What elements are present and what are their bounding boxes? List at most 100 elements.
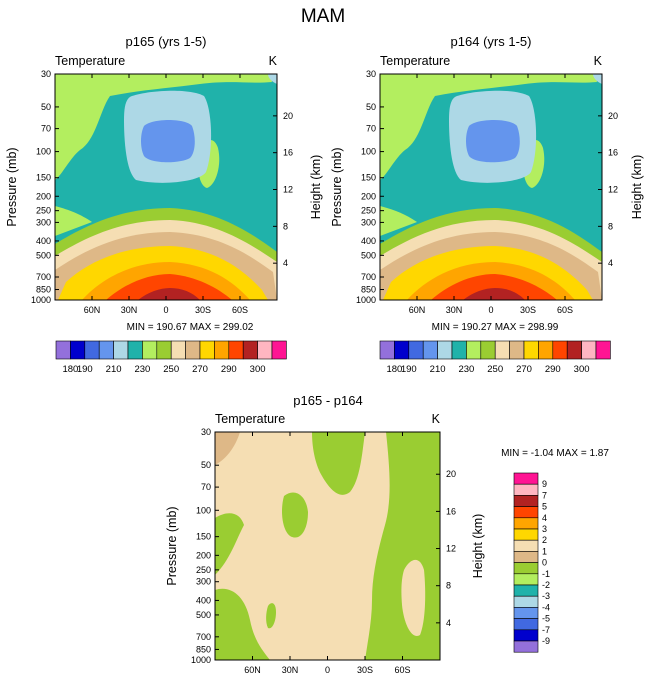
- y2-tick-label: 8: [446, 581, 451, 591]
- variable-label-p164: Temperature: [380, 54, 450, 68]
- legend-swatch: [552, 340, 568, 360]
- y-tick-label: 500: [36, 250, 51, 260]
- legend-swatch: [595, 340, 611, 360]
- y-tick-label: 400: [361, 236, 376, 246]
- y2-tick-label: 20: [608, 111, 618, 121]
- units-label-difference: K: [432, 412, 441, 426]
- y-tick-label: 50: [366, 102, 376, 112]
- x-tick-label: 30N: [282, 665, 299, 675]
- contour-fill-p164: [380, 74, 602, 300]
- y-tick-label: 30: [201, 427, 211, 437]
- legend-swatch: [513, 629, 539, 642]
- y-tick-label: 100: [36, 147, 51, 157]
- legend-swatch: [98, 340, 114, 360]
- legend-swatch: [451, 340, 467, 360]
- x-tick-label: 60N: [84, 305, 101, 315]
- legend-swatch: [156, 340, 172, 360]
- legend-swatch: [513, 562, 539, 575]
- x-tick-label: 0: [325, 665, 330, 675]
- legend-label: 9: [542, 479, 547, 489]
- legend-swatch: [513, 607, 539, 619]
- y-tick-label: 200: [36, 191, 51, 201]
- y2-tick-label: 12: [608, 185, 618, 195]
- legend-swatch: [242, 340, 258, 360]
- panel-title-p165: p165 (yrs 1-5): [126, 34, 207, 49]
- x-tick-label: 60S: [394, 665, 410, 675]
- y2-tick-label: 8: [283, 221, 288, 231]
- legend-label: -4: [542, 602, 550, 612]
- panel-p165: 60N 30N 0 30S 60S305070100150200250300400500…: [5, 34, 323, 375]
- legend-label: 270: [192, 364, 208, 375]
- x-tick-label: 30N: [446, 305, 463, 315]
- x-tick-label: 60N: [244, 665, 261, 675]
- contour-fill-difference: [215, 432, 440, 660]
- y-tick-label: 850: [196, 644, 211, 654]
- y-tick-label: 300: [196, 577, 211, 587]
- legend-label: 300: [250, 364, 266, 375]
- legend-swatch: [513, 495, 539, 507]
- legend-label: 250: [487, 364, 503, 375]
- units-label-p165: K: [269, 54, 278, 68]
- legend-swatch: [494, 340, 510, 360]
- y2-axis-title-p164: Height (km): [630, 155, 644, 220]
- legend-swatch: [185, 340, 201, 360]
- y-tick-label: 30: [366, 69, 376, 79]
- x-tick-label: 30N: [121, 305, 138, 315]
- stats-p164: MIN = 190.27 MAX = 298.99: [432, 322, 559, 333]
- legend-label: 180: [386, 364, 402, 375]
- units-label-p164: K: [594, 54, 603, 68]
- legend-swatch: [127, 340, 143, 360]
- x-tick-label: 60S: [557, 305, 573, 315]
- legend-label: 2: [542, 535, 547, 545]
- x-tick-label: 30S: [520, 305, 536, 315]
- legend-label: 210: [106, 364, 122, 375]
- y-tick-label: 500: [361, 250, 376, 260]
- y-axis-title-difference: Pressure (mb): [165, 506, 179, 585]
- y-tick-label: 200: [196, 550, 211, 560]
- y-tick-label: 300: [361, 217, 376, 227]
- y-tick-label: 850: [36, 285, 51, 295]
- legend-swatch: [70, 340, 86, 360]
- legend-label: 300: [574, 364, 590, 375]
- legend-label: 3: [542, 524, 547, 534]
- panel-title-difference: p165 - p164: [293, 393, 362, 408]
- x-tick-label: 60S: [232, 305, 248, 315]
- y-tick-label: 70: [366, 124, 376, 134]
- y-tick-label: 100: [196, 505, 211, 515]
- y2-tick-label: 4: [446, 618, 451, 628]
- y-tick-label: 1000: [31, 295, 51, 305]
- legend-label: 7: [542, 490, 547, 500]
- legend-label: -9: [542, 636, 550, 646]
- y2-tick-label: 4: [608, 258, 613, 268]
- legend-label: 230: [134, 364, 150, 375]
- legend-swatch: [513, 551, 539, 563]
- legend-label: 290: [545, 364, 561, 375]
- y2-tick-label: 16: [608, 148, 618, 158]
- y2-tick-label: 4: [283, 258, 288, 268]
- legend-label: 210: [430, 364, 446, 375]
- legend-swatch: [214, 340, 230, 360]
- y-tick-label: 400: [196, 595, 211, 605]
- y-tick-label: 50: [41, 102, 51, 112]
- legend-label: 190: [401, 364, 417, 375]
- legend-swatch: [509, 340, 525, 360]
- legend-swatch: [437, 340, 453, 360]
- y-tick-label: 70: [41, 124, 51, 134]
- y2-tick-label: 16: [283, 148, 293, 158]
- legend-swatch: [228, 340, 244, 360]
- panel-p164: 60N 30N 0 30S 60S305070100150200250300400500…: [330, 34, 644, 375]
- y-tick-label: 250: [36, 206, 51, 216]
- legend-label: 4: [542, 513, 547, 523]
- y-axis-title-p164: Pressure (mb): [330, 147, 344, 226]
- y-tick-label: 150: [36, 173, 51, 183]
- contour-fill-p165: [55, 74, 277, 300]
- y-tick-label: 70: [201, 482, 211, 492]
- y-tick-label: 300: [36, 217, 51, 227]
- stats-p165: MIN = 190.67 MAX = 299.02: [127, 322, 254, 333]
- legend-swatch: [513, 517, 539, 530]
- legend-label: 290: [221, 364, 237, 375]
- stats-difference: MIN = -1.04 MAX = 1.87: [501, 448, 609, 459]
